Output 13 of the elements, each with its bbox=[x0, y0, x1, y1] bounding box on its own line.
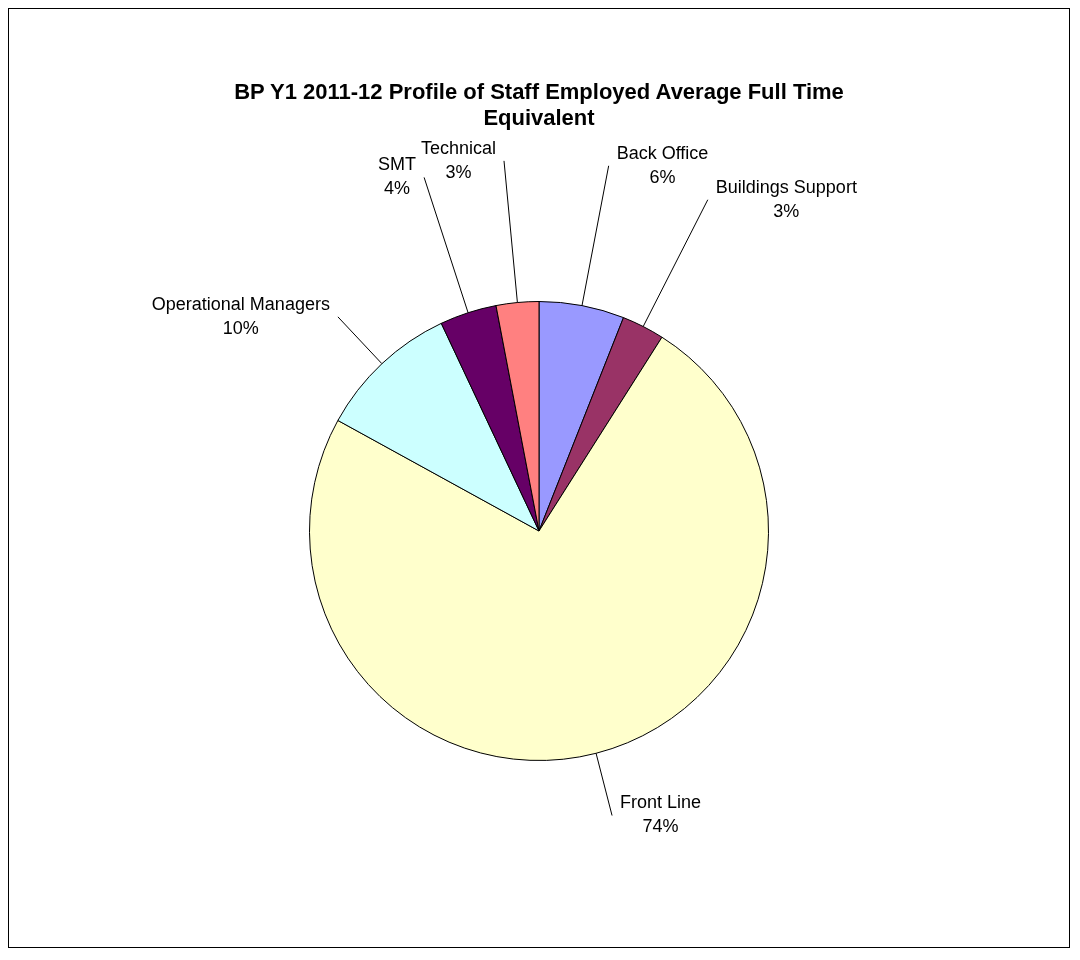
slice-label: Technical bbox=[420, 137, 497, 158]
data-label: 10% bbox=[222, 317, 259, 338]
data-label: 3% bbox=[773, 200, 800, 221]
data-label: 74% bbox=[642, 816, 679, 837]
data-label: 3% bbox=[445, 161, 472, 182]
data-label: 6% bbox=[649, 166, 676, 187]
chart-title: BP Y1 2011-12 Profile of Staff Employed Average Full Time Equivalent bbox=[233, 79, 845, 131]
slice-label: Operational Managers bbox=[151, 293, 330, 314]
slice-label: Front Line bbox=[620, 792, 702, 813]
slice-label: Back Office bbox=[616, 142, 709, 163]
data-label: 4% bbox=[384, 178, 411, 199]
slice-label: SMT bbox=[378, 154, 417, 175]
slice-label: Buildings Support bbox=[715, 176, 857, 197]
